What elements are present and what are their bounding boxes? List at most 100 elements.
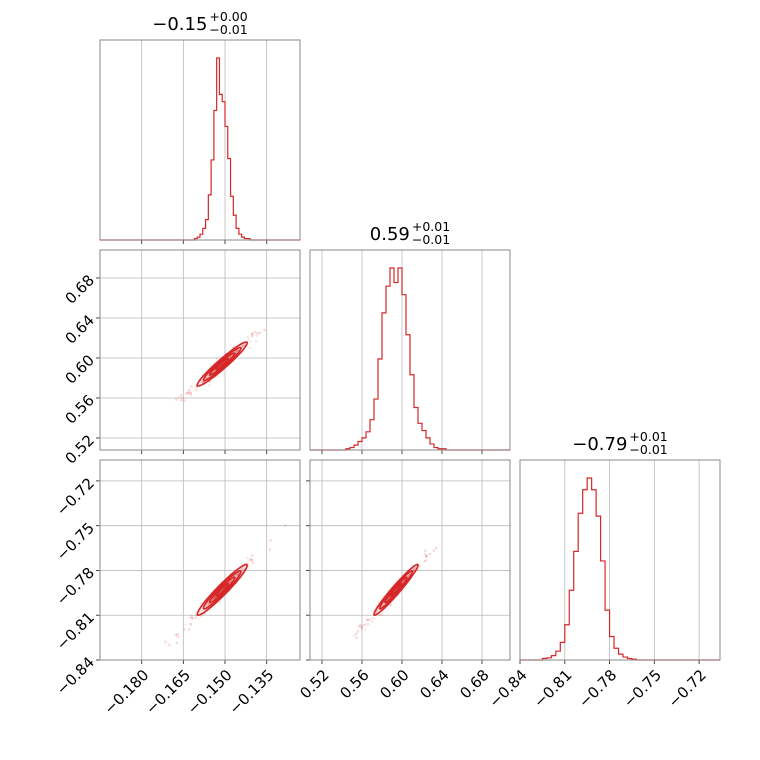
scatter-point — [189, 622, 192, 626]
title-value: −0.15 — [152, 14, 207, 35]
scatter-point — [167, 643, 171, 646]
panel-frame — [99, 249, 301, 451]
scatter-point — [284, 524, 287, 527]
scatter-point — [175, 641, 179, 645]
scatter-point — [212, 596, 216, 600]
scatter-point — [179, 399, 183, 402]
scatter-point — [248, 559, 251, 562]
contour-line — [208, 352, 236, 376]
scatter-point — [174, 633, 178, 636]
scatter-point — [424, 559, 427, 562]
contour-line — [202, 346, 242, 382]
title-lower-error: −0.01 — [209, 22, 247, 37]
y-tick-label: 0.52 — [62, 431, 98, 467]
scatter-point — [247, 564, 251, 568]
contour-line — [196, 341, 249, 387]
scatter-point — [190, 614, 193, 618]
scatter-point — [240, 567, 244, 571]
scatter-point — [196, 389, 199, 392]
scatter-point — [201, 381, 204, 384]
scatter-point — [175, 398, 178, 401]
contour-line — [373, 563, 419, 617]
y-tick-label: 0.56 — [62, 391, 98, 427]
scatter-point — [413, 566, 416, 570]
scatter-point — [356, 629, 360, 633]
scatter-point — [366, 618, 369, 622]
contour-line — [384, 576, 408, 604]
scatter-point — [370, 617, 373, 621]
contour-lines — [196, 563, 249, 617]
x-tick-label: −0.84 — [486, 666, 531, 711]
scatter-point — [424, 549, 427, 552]
y-tick-label: −0.72 — [53, 474, 98, 519]
scatter-panel-1-2 — [306, 459, 511, 664]
scatter-point — [190, 616, 194, 620]
scatter-point — [249, 346, 252, 350]
scatter-panel-0-1 — [96, 249, 301, 454]
scatter-point — [241, 562, 244, 566]
scatter-point — [250, 554, 254, 557]
scatter-point — [190, 385, 193, 388]
scatter-point — [425, 554, 428, 557]
scatter-point — [353, 634, 356, 637]
scatter-point — [363, 628, 367, 632]
scatter-point — [179, 393, 183, 397]
histogram-panel-1 — [309, 249, 511, 454]
histogram-panel-0 — [99, 39, 301, 244]
scatter-point — [213, 596, 216, 600]
scatter-point — [235, 349, 239, 353]
scatter-point — [412, 568, 416, 571]
scatter-point — [360, 625, 364, 629]
panel-frame — [309, 249, 511, 451]
scatter-point — [413, 566, 416, 569]
panel-frame — [99, 459, 301, 661]
scatter-point — [372, 617, 376, 620]
scatter-point — [163, 640, 167, 644]
y-tick-label: −0.84 — [53, 653, 98, 698]
scatter-point — [177, 396, 180, 399]
scatter-point — [184, 392, 188, 396]
density-level — [204, 348, 240, 380]
scatter-point — [228, 580, 232, 584]
scatter-point — [258, 331, 262, 335]
scatter-point — [375, 609, 379, 613]
scatter-point — [206, 601, 210, 605]
scatter-point — [239, 567, 242, 571]
scatter-point — [190, 616, 194, 620]
scatter-point — [357, 625, 361, 628]
scatter-point — [187, 388, 191, 392]
scatter-point — [194, 617, 197, 620]
contour-lines — [196, 341, 249, 387]
x-tick-label: −0.72 — [665, 666, 710, 711]
panel-background — [100, 250, 300, 450]
scatter-point — [246, 556, 249, 560]
panel-frame — [309, 459, 511, 661]
scatter-point — [182, 399, 186, 403]
contour-line — [378, 570, 414, 610]
scatter-point — [236, 349, 239, 353]
scatter-point — [361, 624, 365, 627]
histogram-panel-2 — [519, 459, 721, 664]
scatter-point — [250, 558, 253, 561]
scatter-point — [195, 386, 198, 389]
histogram-step-line — [520, 477, 720, 661]
scatter-point — [199, 615, 203, 618]
scatter-point — [243, 343, 246, 346]
scatter-point — [213, 596, 217, 599]
scatter-point — [242, 344, 245, 348]
scatter-point — [236, 573, 240, 576]
scatter-point — [366, 618, 370, 621]
density-level — [380, 572, 412, 608]
scatter-point — [389, 603, 393, 607]
param-title-0: −0.15 +0.00−0.01 — [152, 9, 248, 37]
y-tick-label: 0.68 — [62, 271, 98, 307]
scatter-point — [251, 561, 255, 564]
histogram-step-line — [310, 267, 510, 451]
panel-frame — [99, 39, 301, 241]
scatter-point — [379, 614, 383, 617]
scatter-point — [251, 332, 254, 336]
contour-line — [196, 563, 249, 617]
scatter-point — [382, 603, 385, 606]
scatter-point — [256, 331, 259, 335]
scatter-point — [188, 391, 191, 394]
